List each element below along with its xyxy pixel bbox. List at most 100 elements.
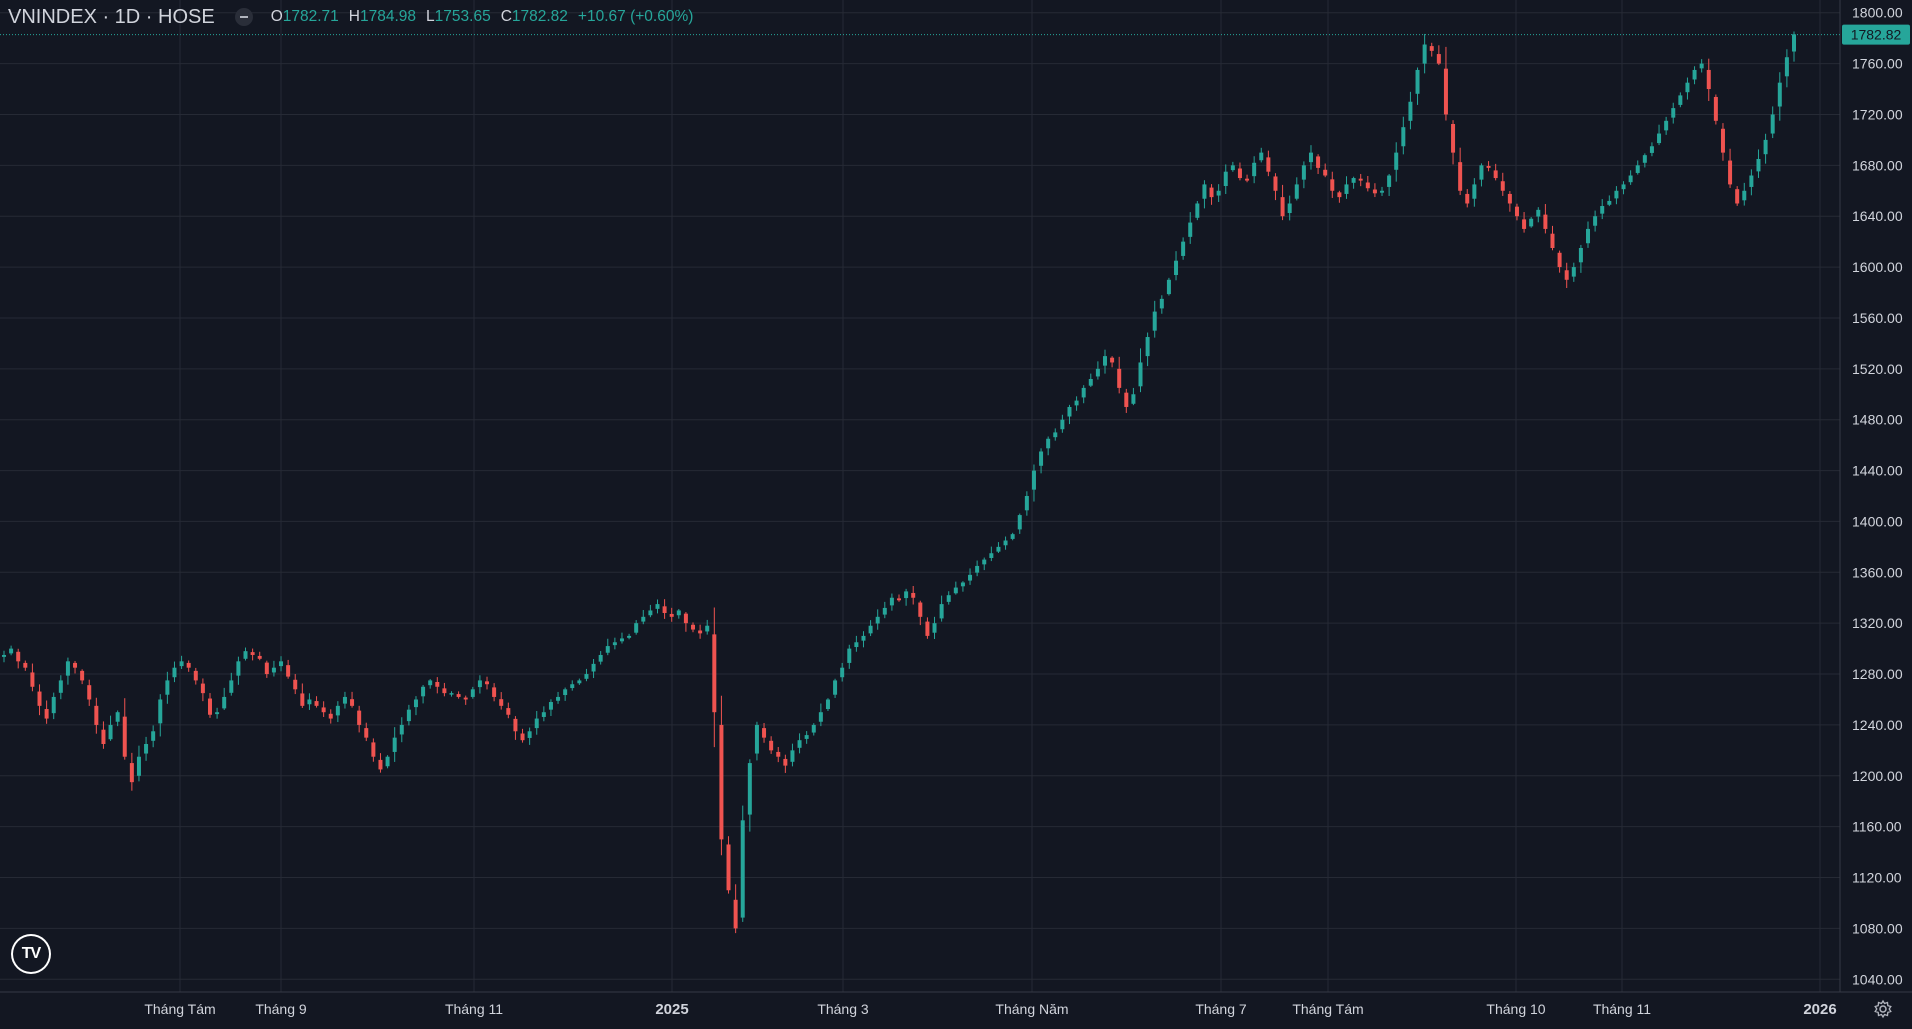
symbol-title[interactable]: VNINDEX · 1D · HOSE: [8, 5, 215, 28]
candle-body: [1465, 193, 1470, 204]
candle-body: [1074, 400, 1079, 406]
candle-body: [286, 665, 291, 677]
candle-body: [1316, 156, 1321, 168]
candle: [193, 667, 198, 685]
time-tick-label: Tháng 3: [817, 1001, 869, 1017]
candle-body: [548, 702, 553, 710]
candle-body: [1138, 362, 1143, 387]
candle: [1649, 142, 1654, 157]
symbol-legend: VNINDEX · 1D · HOSE O1782.71 H1784.98 L1…: [8, 4, 693, 30]
collapse-legend-button[interactable]: [234, 8, 253, 26]
gear-icon[interactable]: [1873, 999, 1893, 1019]
candle-body: [541, 712, 546, 717]
change-value: +10.67 (+0.60%): [577, 8, 694, 25]
candle: [1202, 180, 1207, 209]
candle-body: [882, 607, 887, 615]
candle: [1514, 203, 1519, 221]
last-price-label: 1782.82: [1851, 27, 1902, 43]
candle: [676, 609, 681, 619]
candle-body: [115, 712, 120, 722]
price-axis[interactable]: 1040.00 1080.00 1120.00 1160.00 1200.00 1240.…: [1852, 5, 1903, 988]
candle-body: [683, 613, 688, 624]
price-tick-label: 1120.00: [1852, 870, 1902, 886]
candle: [1763, 133, 1768, 164]
candle: [321, 701, 326, 717]
candle-body: [1784, 57, 1789, 77]
candle-body: [1713, 96, 1718, 121]
candle: [1174, 251, 1179, 281]
candle-body: [1642, 155, 1647, 163]
candle-body: [215, 712, 220, 715]
candle: [421, 684, 426, 704]
candle: [1266, 150, 1271, 177]
candle-body: [1145, 337, 1150, 357]
candle-body: [840, 667, 845, 678]
candle-body: [1152, 311, 1157, 331]
tradingview-logo-icon[interactable]: TV: [11, 934, 51, 974]
candle-body: [975, 565, 980, 573]
candle: [335, 701, 340, 723]
candle-body: [939, 604, 944, 619]
time-tick-label: Tháng 7: [1195, 1001, 1247, 1017]
candle: [250, 648, 255, 661]
candle-body: [591, 663, 596, 672]
candle-body: [1635, 165, 1640, 173]
candle: [200, 678, 205, 702]
candle-body: [1742, 190, 1747, 201]
candle-body: [406, 709, 411, 722]
candle-body: [1245, 178, 1250, 181]
candle: [1635, 160, 1640, 175]
candle-body: [129, 763, 134, 783]
price-tick-label: 1640.00: [1852, 208, 1903, 224]
candle-body: [73, 662, 78, 668]
candle: [825, 698, 830, 711]
candle: [129, 752, 134, 791]
candle-body: [236, 661, 241, 676]
candle-body: [463, 697, 468, 700]
candle-body: [428, 680, 433, 686]
candle-body: [328, 713, 333, 719]
candle-body: [1657, 133, 1662, 144]
candle-body: [1436, 54, 1441, 64]
price-tick-label: 1760.00: [1852, 56, 1903, 72]
candle: [904, 588, 909, 606]
time-tick-label: Tháng 11: [445, 1001, 503, 1017]
candle-body: [762, 728, 767, 738]
candle: [1074, 396, 1079, 411]
candle-body: [556, 696, 561, 701]
price-tick-label: 1040.00: [1852, 971, 1903, 987]
candle-body: [470, 689, 475, 697]
candle-body: [1571, 267, 1576, 277]
candle: [598, 651, 603, 665]
candle: [1358, 173, 1363, 187]
candle-body: [918, 602, 923, 617]
candle: [811, 723, 816, 736]
candle: [506, 702, 511, 719]
candle-body: [1301, 165, 1306, 180]
candle-body: [1039, 451, 1044, 466]
candle: [889, 593, 894, 611]
candle-body: [435, 682, 440, 687]
candle-body: [1536, 209, 1541, 217]
candle: [1792, 31, 1796, 62]
candle: [591, 659, 596, 679]
candle: [1394, 142, 1399, 182]
candle-body: [335, 705, 340, 716]
candle-body: [655, 604, 660, 609]
candle: [570, 680, 575, 691]
candle-body: [719, 724, 724, 840]
time-axis[interactable]: Tháng Tám Tháng 9 Tháng 11 2025 Tháng 3 Tháng…: [144, 1001, 1836, 1018]
candles: [2, 31, 1796, 934]
candle-body: [1280, 197, 1285, 217]
candle-body: [151, 731, 156, 741]
candle: [1095, 361, 1100, 380]
candle: [229, 672, 234, 696]
candle-body: [619, 638, 624, 642]
candle-body: [669, 613, 674, 617]
candle-body: [1408, 101, 1413, 121]
candle-body: [648, 610, 653, 616]
candle-body: [499, 699, 504, 706]
candle: [733, 884, 738, 934]
candle: [1571, 262, 1576, 282]
